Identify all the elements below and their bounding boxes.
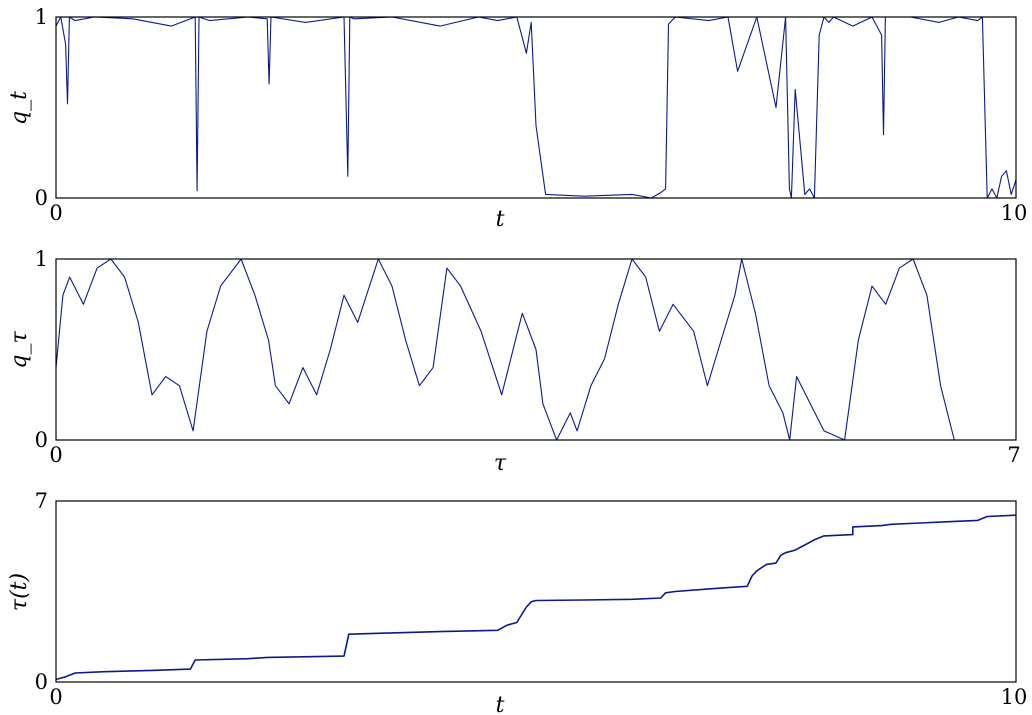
y-axis-label-qtau: q_τ [7,331,32,369]
y-tick-bottom-tau-of-t: 0 [35,670,48,694]
x-axis-label-qtau: τ [494,451,507,476]
y-axis-label-tau-of-t: τ(t) [7,573,32,611]
x-tick-left-tau-of-t: 0 [49,685,62,709]
x-axis-label-tau-of-t: t [496,693,505,715]
y-axis-label-qt-text: q_t [7,91,32,125]
series-line-qt [56,17,1016,198]
y-tick-bottom-qt: 0 [35,186,48,210]
series-line-tau-of-t [56,514,1016,681]
y-tick-top-qt: 1 [35,5,48,29]
axes-frame-qt [55,16,1017,199]
x-tick-right-qt: 10 [1001,201,1028,225]
panel-qtau: 1 0 0 7 τ q_τ [7,247,1021,476]
y-axis-label-tau-of-t-text: τ(t) [7,573,32,611]
y-tick-bottom-qtau: 0 [35,428,48,452]
x-tick-right-tau-of-t: 10 [1001,685,1028,709]
y-axis-label-qtau-text: q_τ [7,331,32,369]
x-tick-left-qt: 0 [49,201,62,225]
axes-frame-tau-of-t [55,500,1017,683]
y-axis-label-qt: q_t [7,91,32,125]
y-tick-top-qtau: 1 [35,247,48,271]
series-line-qtau [56,259,955,440]
x-tick-left-qtau: 0 [49,443,62,467]
panel-tau-of-t: 7 0 0 10 t τ(t) [7,489,1027,715]
x-axis-label-qt: t [496,207,505,232]
x-tick-right-qtau: 7 [1007,443,1020,467]
y-tick-top-tau-of-t: 7 [35,489,48,513]
axes-frame-qtau [55,258,1017,441]
panel-qt: 1 0 0 10 t q_t [7,5,1027,232]
